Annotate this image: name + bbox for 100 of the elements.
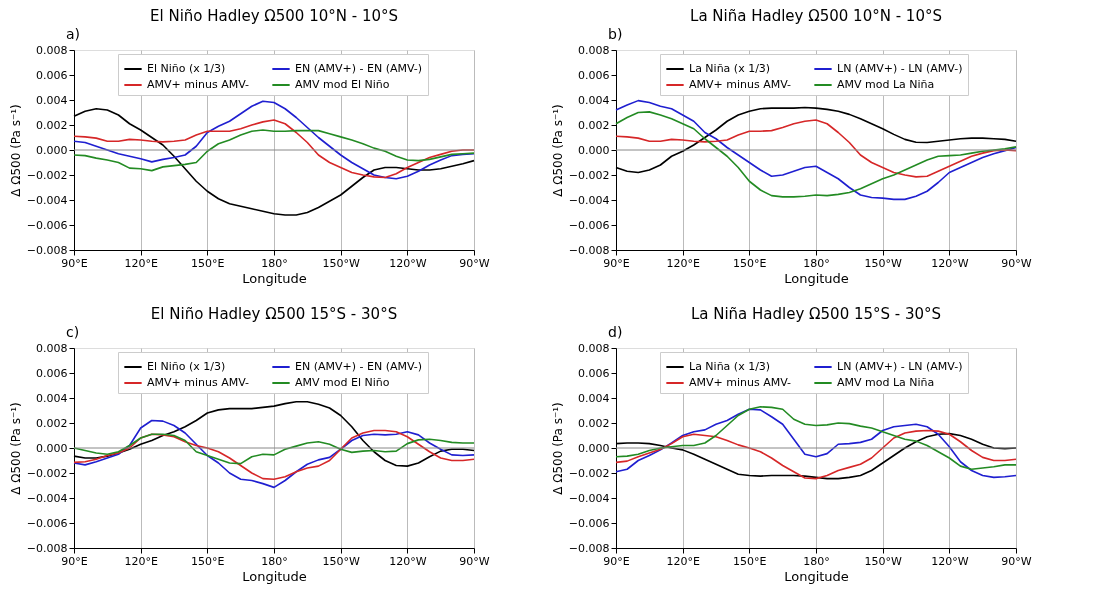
y-tick-label: −0.004 [26,193,68,207]
y-tick-label: −0.008 [26,243,68,257]
y-tick-label: −0.004 [568,193,610,207]
y-axis-title: Δ Ω500 (Pa s⁻¹) [8,104,23,197]
line-series [73,100,475,180]
y-tick-label: 0.006 [578,68,610,82]
x-tick-label: 150°E [191,554,225,568]
y-tick-label: 0.000 [578,143,610,157]
y-tick-label: −0.006 [26,516,68,530]
legend-label: El Niño (x 1/3) [147,62,226,75]
text: b) [608,26,623,42]
legend-label: AMV+ minus AMV- [689,78,792,91]
legend-label: EN (AMV+) - EN (AMV-) [295,62,423,75]
y-tick-label: −0.008 [568,243,610,257]
x-tick-label: 120°W [389,554,427,568]
y-tick-label: 0.004 [36,93,68,107]
legend-label: AMV+ minus AMV- [147,376,250,389]
y-tick-label: 0.004 [36,391,68,405]
x-tick-label: 150°E [191,256,225,270]
y-tick-label: 0.008 [578,341,610,355]
text: c) [66,324,80,340]
y-tick-label: 0.006 [578,366,610,380]
legend-label: AMV mod El Niño [295,78,390,91]
legend-label: La Niña (x 1/3) [689,360,771,373]
x-tick-label: 180° [261,256,288,270]
chart-title: La Niña Hadley Ω500 15°S - 30°S [690,305,942,323]
x-tick-label: 150°W [322,554,360,568]
y-tick-label: 0.002 [36,416,68,430]
y-tick-label: −0.004 [568,491,610,505]
y-axis-title: Δ Ω500 (Pa s⁻¹) [550,104,565,197]
x-tick-label: 120°E [124,554,158,568]
y-tick-label: −0.008 [26,541,68,555]
line-series [73,429,475,481]
x-tick-label: 90°W [459,554,490,568]
x-tick-label: 150°E [733,554,767,568]
x-tick-label: 90°E [61,256,88,270]
y-tick-label: −0.004 [26,491,68,505]
y-tick-label: 0.008 [578,43,610,57]
y-tick-label: 0.000 [578,441,610,455]
legend-label: AMV mod La Niña [837,376,935,389]
x-tick-label: 120°E [666,554,700,568]
x-tick-label: 90°E [603,554,630,568]
line-series [73,129,475,172]
x-tick-label: 90°E [603,256,630,270]
legend-label: LN (AMV+) - LN (AMV-) [837,62,963,75]
x-tick-label: 150°W [864,256,902,270]
legend-label: La Niña (x 1/3) [689,62,771,75]
chart-title: El Niño Hadley Ω500 10°N - 10°S [149,7,399,25]
x-tick-label: 90°W [459,256,490,270]
y-tick-label: 0.002 [578,416,610,430]
y-axis-title: Δ Ω500 (Pa s⁻¹) [550,402,565,495]
legend-label: El Niño (x 1/3) [147,360,226,373]
text: d) [608,324,623,340]
legend-label: AMV mod El Niño [295,376,390,389]
y-tick-label: −0.002 [26,168,68,182]
x-axis-title: Longitude [784,568,849,584]
chart-title: La Niña Hadley Ω500 10°N - 10°S [690,7,942,25]
legend-label: AMV+ minus AMV- [147,78,250,91]
x-axis-title: Longitude [242,568,307,584]
x-tick-label: 180° [803,256,830,270]
y-tick-label: 0.004 [578,391,610,405]
x-axis-title: Longitude [784,270,849,286]
x-tick-label: 120°W [931,256,969,270]
y-tick-label: −0.002 [568,466,610,480]
y-tick-label: 0.008 [36,43,68,57]
y-tick-label: −0.002 [26,466,68,480]
y-tick-label: 0.006 [36,68,68,82]
x-tick-label: 90°W [1001,554,1032,568]
x-tick-label: 120°W [931,554,969,568]
y-tick-label: −0.002 [568,168,610,182]
x-tick-label: 120°E [124,256,158,270]
x-tick-label: 150°W [864,554,902,568]
x-tick-label: 90°W [1001,256,1032,270]
x-tick-label: 180° [803,554,830,568]
y-tick-label: 0.004 [578,93,610,107]
y-tick-label: 0.006 [36,366,68,380]
chart-title: El Niño Hadley Ω500 15°S - 30°S [150,305,398,323]
y-tick-label: −0.006 [568,218,610,232]
x-tick-label: 150°W [322,256,360,270]
y-tick-label: 0.000 [36,143,68,157]
x-tick-label: 120°E [666,256,700,270]
text: a) [66,26,81,42]
y-tick-label: 0.002 [578,118,610,132]
y-tick-label: −0.008 [568,541,610,555]
x-tick-label: 150°E [733,256,767,270]
y-tick-label: −0.006 [568,516,610,530]
line-series [73,419,475,489]
x-tick-label: 120°W [389,256,427,270]
x-tick-label: 90°E [61,554,88,568]
y-tick-label: 0.002 [36,118,68,132]
y-tick-label: −0.006 [26,218,68,232]
legend-label: AMV mod La Niña [837,78,935,91]
y-axis-title: Δ Ω500 (Pa s⁻¹) [8,402,23,495]
legend-label: LN (AMV+) - LN (AMV-) [837,360,963,373]
y-tick-label: 0.000 [36,441,68,455]
x-axis-title: Longitude [242,270,307,286]
y-tick-label: 0.008 [36,341,68,355]
legend-label: AMV+ minus AMV- [689,376,792,389]
x-tick-label: 180° [261,554,288,568]
legend-label: EN (AMV+) - EN (AMV-) [295,360,423,373]
